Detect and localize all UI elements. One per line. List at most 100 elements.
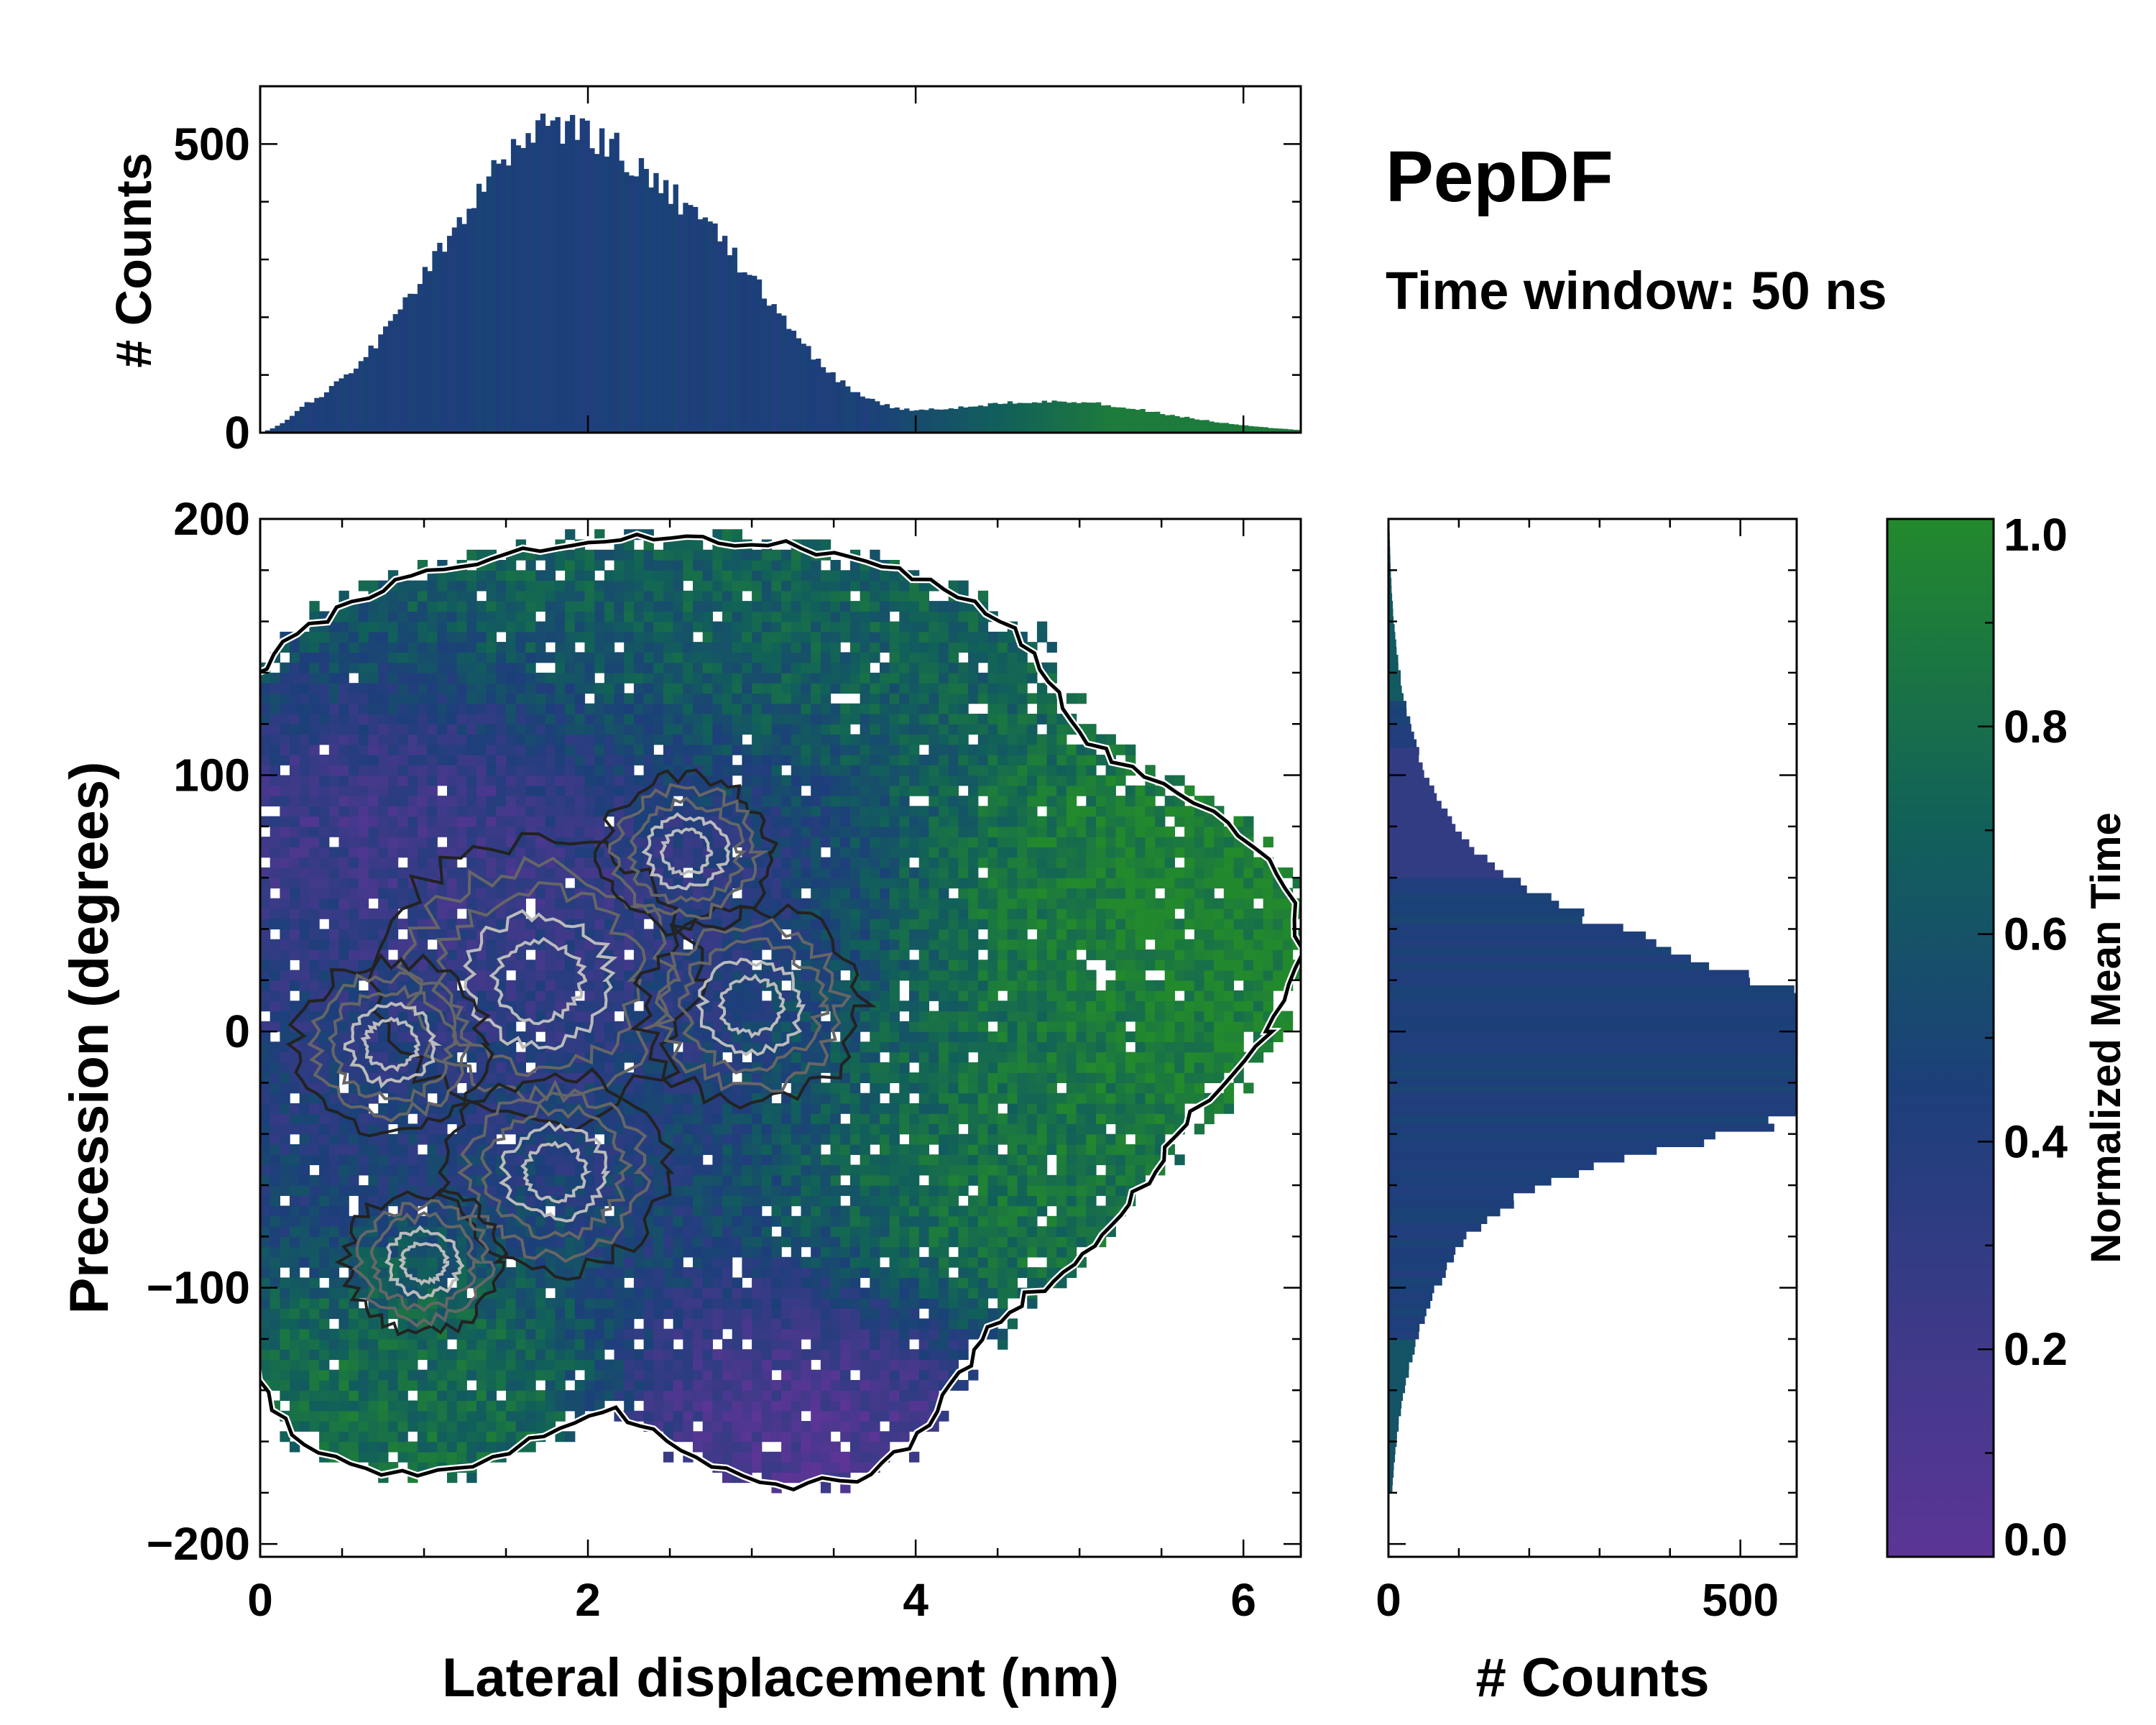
- heatmap-cell: [260, 1277, 271, 1289]
- heatmap-cell: [535, 1421, 546, 1432]
- heatmap-cell: [761, 611, 773, 622]
- heatmap-cell: [614, 1318, 625, 1330]
- heatmap-cell: [624, 703, 635, 714]
- heatmap-cell: [614, 765, 625, 776]
- heatmap-cell: [358, 837, 369, 847]
- heatmap-cell: [486, 898, 497, 909]
- heatmap-cell: [752, 1369, 763, 1381]
- heatmap-cell: [663, 590, 674, 602]
- heatmap-cell: [368, 1185, 379, 1196]
- heatmap-cell: [270, 755, 280, 765]
- heatmap-cell: [673, 980, 683, 991]
- heatmap-cell: [328, 1349, 340, 1361]
- heatmap-cell: [368, 806, 379, 817]
- heatmap-cell: [624, 744, 635, 755]
- heatmap-cell: [260, 1174, 271, 1186]
- heatmap-cell: [752, 744, 763, 755]
- heatmap-cell: [387, 755, 399, 765]
- heatmap-cell: [270, 939, 280, 950]
- top-hist-bar: [1046, 402, 1052, 433]
- heatmap-cell: [338, 1174, 349, 1186]
- heatmap-cell: [614, 960, 625, 971]
- heatmap-cell: [506, 1287, 517, 1299]
- heatmap-cell: [290, 888, 300, 899]
- heatmap-cell: [387, 1133, 399, 1145]
- heatmap-cell: [584, 683, 595, 694]
- heatmap-cell: [328, 1185, 340, 1196]
- heatmap-cell: [407, 1349, 418, 1361]
- heatmap-cell: [407, 693, 418, 704]
- heatmap-cell: [643, 796, 654, 806]
- heatmap-cell: [614, 775, 625, 786]
- heatmap-cell: [771, 878, 782, 889]
- heatmap-cell: [574, 1338, 586, 1350]
- heatmap-cell: [309, 1133, 320, 1145]
- heatmap-cell: [545, 621, 556, 632]
- heatmap-cell: [290, 775, 300, 786]
- heatmap-cell: [594, 919, 605, 930]
- heatmap-cell: [781, 570, 792, 581]
- heatmap-cell: [535, 867, 546, 878]
- heatmap-cell: [486, 662, 497, 673]
- heatmap-cell: [290, 744, 300, 755]
- heatmap-cell: [515, 1390, 526, 1402]
- heatmap-cell: [280, 867, 290, 878]
- top-hist-bar: [1233, 424, 1239, 433]
- heatmap-cell: [525, 1369, 536, 1381]
- heatmap-cell: [407, 765, 418, 776]
- heatmap-cell: [525, 1338, 536, 1350]
- heatmap-cell: [584, 1144, 595, 1155]
- heatmap-cell: [722, 734, 733, 745]
- top-hist-bar: [1027, 402, 1033, 433]
- heatmap-cell: [299, 1144, 310, 1155]
- heatmap-cell: [270, 1000, 280, 1012]
- heatmap-cell: [565, 970, 576, 981]
- heatmap-cell: [702, 1215, 713, 1227]
- heatmap-cell: [515, 929, 526, 940]
- heatmap-cell: [270, 919, 280, 930]
- heatmap-cell: [594, 1328, 605, 1340]
- heatmap-cell: [702, 1246, 713, 1258]
- heatmap-cell: [702, 1144, 713, 1155]
- heatmap-cell: [319, 1195, 330, 1207]
- heatmap-cell: [781, 1185, 792, 1196]
- heatmap-cell: [653, 1359, 664, 1371]
- heatmap-cell: [594, 816, 605, 827]
- heatmap-cell: [397, 816, 408, 827]
- heatmap-cell: [732, 1174, 742, 1186]
- heatmap-cell: [496, 755, 507, 765]
- top-hist-bar: [363, 356, 369, 433]
- heatmap-cell: [535, 703, 546, 714]
- heatmap-cell: [545, 1164, 556, 1176]
- heatmap-cell: [328, 1431, 340, 1443]
- heatmap-cell: [545, 1390, 556, 1402]
- heatmap-cell: [791, 1421, 802, 1432]
- heatmap-cell: [801, 990, 811, 1001]
- heatmap-cell: [358, 1451, 369, 1463]
- heatmap-cell: [771, 1267, 782, 1278]
- heatmap-cell: [702, 1349, 713, 1361]
- heatmap-cell: [565, 560, 576, 571]
- heatmap-cell: [752, 631, 763, 643]
- heatmap-cell: [752, 1451, 763, 1463]
- heatmap-cell: [732, 990, 742, 1001]
- heatmap-cell: [584, 867, 595, 878]
- heatmap-cell: [427, 652, 438, 663]
- heatmap-cell: [653, 662, 664, 673]
- heatmap-cell: [486, 1318, 497, 1330]
- heatmap-cell: [555, 1297, 566, 1309]
- heatmap-cell: [290, 693, 300, 704]
- heatmap-cell: [761, 1308, 773, 1320]
- heatmap-cell: [663, 601, 674, 612]
- heatmap-cell: [378, 775, 389, 786]
- heatmap-cell: [260, 898, 271, 909]
- heatmap-cell: [712, 847, 723, 858]
- heatmap-cell: [722, 939, 733, 950]
- heatmap-cell: [515, 672, 526, 684]
- heatmap-cell: [781, 580, 792, 592]
- heatmap-cell: [525, 1421, 536, 1432]
- heatmap-cell: [496, 703, 507, 714]
- heatmap-cell: [624, 1297, 635, 1309]
- top-hist-bar: [1223, 423, 1230, 433]
- heatmap-cell: [496, 816, 507, 827]
